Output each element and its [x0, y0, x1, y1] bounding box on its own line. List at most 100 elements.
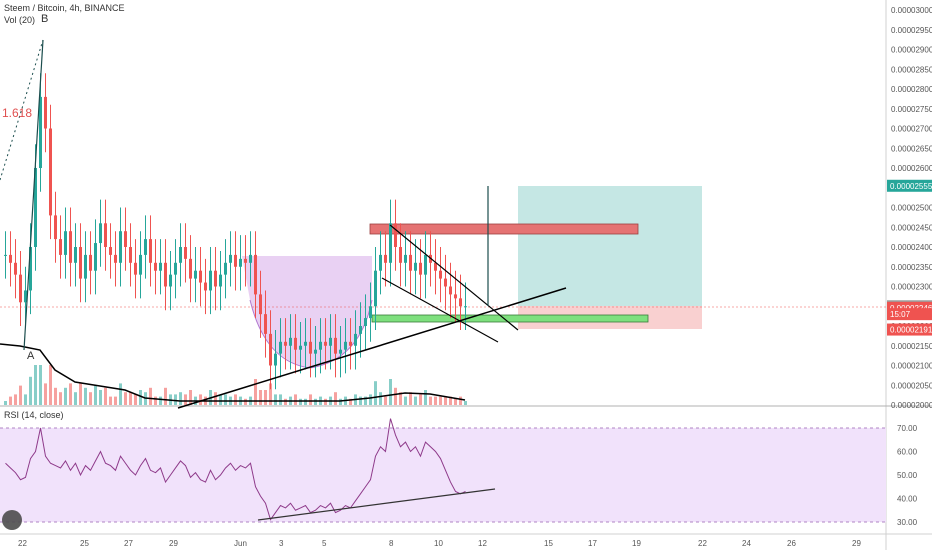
candle-body: [44, 96, 47, 129]
target-zone[interactable]: [518, 186, 702, 306]
rising-trendline[interactable]: [177, 287, 567, 409]
candle-body: [359, 326, 362, 334]
volume-bar: [79, 383, 82, 405]
candle-body: [269, 333, 272, 366]
volume-bar: [409, 392, 412, 405]
volume-bar: [4, 401, 7, 405]
resistance-box[interactable]: [369, 223, 639, 235]
volume-bar: [304, 398, 307, 405]
point-a-label: A: [27, 350, 35, 362]
candle-body: [439, 270, 442, 279]
candle-body: [179, 247, 182, 263]
candle-body: [139, 254, 142, 275]
volume-bar: [114, 396, 117, 405]
volume-bar: [49, 365, 52, 405]
candle-body: [9, 254, 12, 263]
candle-body: [174, 262, 177, 275]
price-badge: [887, 323, 932, 336]
volume-bar: [389, 379, 392, 405]
candle-body: [14, 262, 17, 275]
time-tick-label: 3: [279, 539, 284, 548]
candle-body: [434, 262, 437, 271]
candle-body: [419, 262, 422, 275]
cup-pattern[interactable]: [242, 256, 372, 368]
candle-body: [349, 341, 352, 346]
volume-bar: [19, 385, 22, 405]
point-b-label: B: [41, 13, 48, 25]
candle-body: [264, 314, 267, 334]
candle-body: [414, 262, 417, 271]
volume-bar: [104, 387, 107, 405]
time-tick-label: 27: [124, 539, 133, 548]
volume-bar: [234, 394, 237, 405]
volume-bar: [34, 365, 37, 405]
tradingview-logo-icon[interactable]: [2, 510, 22, 530]
candle-body: [24, 290, 27, 303]
rsi-tick-label: 30.00: [897, 518, 918, 527]
volume-bar: [64, 387, 67, 405]
candle-body: [459, 298, 462, 307]
volume-bar: [284, 398, 287, 405]
candle-body: [324, 341, 327, 346]
candle-body: [354, 333, 357, 346]
volume-bar: [299, 398, 302, 405]
volume-bar: [414, 396, 417, 405]
candle-body: [154, 262, 157, 271]
ab-leg-line[interactable]: [23, 39, 44, 351]
price-badge-label: 0.00002191: [890, 326, 932, 335]
candle-body: [134, 262, 137, 275]
support-box[interactable]: [371, 314, 649, 323]
volume-bar: [29, 376, 32, 405]
time-tick-label: 15: [544, 539, 553, 548]
candle-body: [239, 258, 242, 267]
time-tick-label: 17: [588, 539, 597, 548]
time-tick-label: 24: [742, 539, 751, 548]
price-tick-label: 0.00002500: [891, 204, 932, 213]
candle-body: [104, 223, 107, 247]
wedge-upper-line[interactable]: [389, 224, 519, 331]
candle-body: [284, 341, 287, 346]
volume-bar: [54, 387, 57, 405]
volume-bar: [314, 398, 317, 405]
candle-body: [334, 337, 337, 354]
time-axis[interactable]: 22 25 27 29 Jun 3 5 8 10 12 15 17 19 22 24 26 29: [18, 539, 861, 548]
rsi-tick-label: 50.00: [897, 471, 918, 480]
candle-body: [39, 96, 42, 168]
volume-label: Vol (20): [4, 15, 35, 25]
price-axis[interactable]: 0.00003000 0.00002950 0.00002900 0.00002850…: [891, 6, 932, 410]
volume-bar: [264, 390, 267, 405]
candle-body: [199, 270, 202, 283]
candle-body: [384, 254, 387, 263]
candle-body: [339, 349, 342, 354]
volume-bar: [384, 396, 387, 405]
candle-body: [229, 254, 232, 263]
volume-bar: [349, 398, 352, 405]
volume-bar: [454, 398, 457, 405]
candle-body: [69, 231, 72, 263]
time-tick-label: 26: [787, 539, 796, 548]
price-tick-label: 0.00002000: [891, 401, 932, 410]
candle-body: [144, 239, 147, 255]
volume-bar: [404, 396, 407, 405]
volume-bar: [254, 379, 257, 405]
rsi-line: [5, 418, 466, 521]
volume-bar: [149, 387, 152, 405]
candle-body: [114, 254, 117, 263]
rsi-band: [0, 428, 886, 522]
candle-body: [234, 254, 237, 267]
candle-body: [274, 353, 277, 366]
volume-bar: [39, 365, 42, 405]
time-tick-label: 29: [852, 539, 861, 548]
wedge-lower-line[interactable]: [381, 277, 499, 343]
rsi-trendline[interactable]: [257, 488, 496, 521]
time-tick-label: 22: [698, 539, 707, 548]
rsi-axis[interactable]: 70.00 60.00 50.00 40.00 30.00: [897, 424, 918, 527]
price-badge: [887, 179, 932, 192]
volume-bar: [24, 394, 27, 405]
time-tick-label: 29: [169, 539, 178, 548]
volume-bar: [294, 394, 297, 405]
volume-bar: [274, 394, 277, 405]
volume-bar: [129, 392, 132, 405]
candle-body: [159, 262, 162, 271]
